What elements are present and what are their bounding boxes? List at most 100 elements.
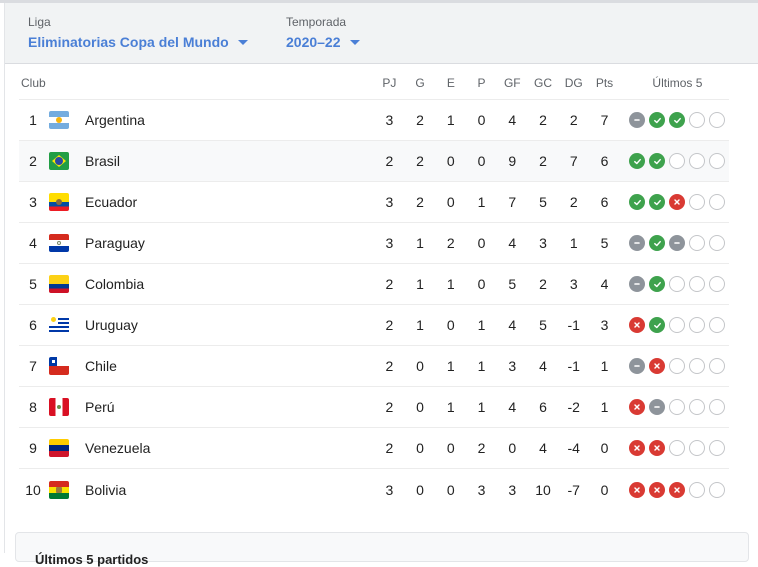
- table-row[interactable]: 1 Argentina 3 2 1 0 4 2 2 7: [19, 100, 729, 141]
- cell-gc: 5: [539, 194, 547, 210]
- cell-dg: 7: [569, 153, 578, 169]
- cell-g: 0: [416, 399, 424, 415]
- x-circle-icon[interactable]: [649, 358, 666, 374]
- club-name[interactable]: Ecuador: [85, 194, 138, 210]
- cell-dg: 2: [569, 194, 578, 210]
- cell-pts: 4: [600, 276, 609, 292]
- x-circle-icon[interactable]: [629, 317, 646, 333]
- cell-gf: 5: [508, 276, 517, 292]
- table-row[interactable]: 10 Bolivia 3 0 0 3 3 10 -7 0: [19, 469, 729, 510]
- league-dropdown[interactable]: Eliminatorias Copa del Mundo: [28, 34, 248, 50]
- cell-pj: 3: [385, 194, 394, 210]
- league-filter[interactable]: Liga Eliminatorias Copa del Mundo: [28, 15, 248, 50]
- table-row[interactable]: 3 Ecuador 3 2 0 1 7 5 2 6: [19, 182, 729, 223]
- club-name[interactable]: Bolivia: [85, 481, 127, 498]
- club-name[interactable]: Paraguay: [85, 235, 145, 251]
- minus-circle-icon[interactable]: [629, 235, 646, 251]
- club-cell: 5 Colombia: [19, 275, 374, 293]
- club-name[interactable]: Argentina: [85, 112, 145, 128]
- club-name[interactable]: Colombia: [85, 276, 145, 292]
- argentina-flag-icon: [49, 111, 69, 129]
- cell-pts: 0: [600, 440, 609, 456]
- club-name[interactable]: Uruguay: [85, 317, 138, 333]
- position: 9: [29, 440, 37, 456]
- check-circle-icon[interactable]: [649, 235, 666, 251]
- paraguay-flag-icon: [49, 234, 69, 252]
- x-circle-icon[interactable]: [669, 194, 686, 210]
- club-cell: 4 Paraguay: [19, 234, 374, 252]
- check-circle-icon[interactable]: [649, 276, 666, 292]
- cell-gf: 4: [508, 235, 517, 251]
- minus-circle-icon[interactable]: [649, 399, 666, 415]
- empty-circle-icon: [709, 235, 726, 251]
- header-p: P: [477, 75, 486, 90]
- season-dropdown-value: 2020–22: [286, 34, 341, 50]
- club-name[interactable]: Perú: [85, 399, 115, 415]
- club-cell: 6 Uruguay: [19, 316, 374, 334]
- table-row[interactable]: 2 Brasil 2 2 0 0 9 2 7 6: [19, 141, 729, 182]
- check-circle-icon[interactable]: [629, 153, 646, 169]
- table-row[interactable]: 5 Colombia 2 1 1 0 5 2 3 4: [19, 264, 729, 305]
- x-circle-icon[interactable]: [649, 481, 666, 498]
- x-circle-icon[interactable]: [669, 481, 686, 498]
- table-row[interactable]: 6 Uruguay 2 1 0 1 4 5 -1 3: [19, 305, 729, 346]
- check-circle-icon[interactable]: [669, 112, 686, 128]
- season-dropdown[interactable]: 2020–22: [286, 34, 360, 50]
- cell-g: 0: [416, 440, 424, 456]
- x-circle-icon[interactable]: [649, 440, 666, 456]
- header-g: G: [415, 75, 425, 90]
- x-circle-icon[interactable]: [629, 481, 646, 498]
- empty-circle-icon: [689, 112, 706, 128]
- club-name[interactable]: Venezuela: [85, 440, 151, 456]
- minus-circle-icon[interactable]: [669, 235, 686, 251]
- cell-p: 0: [477, 276, 486, 292]
- cell-pj: 3: [385, 112, 394, 128]
- cell-dg: -7: [567, 481, 580, 498]
- minus-circle-icon[interactable]: [629, 276, 646, 292]
- cell-e: 0: [446, 481, 455, 498]
- check-circle-icon[interactable]: [649, 194, 666, 210]
- ecuador-flag-icon: [49, 193, 69, 211]
- cell-e: 1: [446, 399, 455, 415]
- table-row[interactable]: 8 Perú 2 0 1 1 4 6 -2 1: [19, 387, 729, 428]
- club-name[interactable]: Brasil: [85, 153, 121, 169]
- check-circle-icon[interactable]: [649, 112, 666, 128]
- table-row[interactable]: 4 Paraguay 3 1 2 0 4 3 1 5: [19, 223, 729, 264]
- cell-pts: 5: [600, 235, 609, 251]
- cell-g: 0: [416, 481, 424, 498]
- cell-gc: 3: [539, 235, 547, 251]
- cell-p: 1: [477, 399, 486, 415]
- cell-dg: 1: [569, 235, 578, 251]
- season-filter[interactable]: Temporada 2020–22: [286, 15, 360, 50]
- check-circle-icon[interactable]: [649, 153, 666, 169]
- empty-circle-icon: [689, 153, 706, 169]
- cell-pj: 2: [385, 317, 394, 333]
- bolivia-flag-icon: [49, 480, 69, 499]
- cell-pj: 2: [385, 399, 394, 415]
- club-cell: 10 Bolivia: [19, 480, 374, 499]
- last-matches-section: Últimos 5 partidos: [15, 532, 749, 567]
- x-circle-icon[interactable]: [629, 440, 646, 456]
- peru-flag-icon: [49, 398, 69, 416]
- top-border: [0, 0, 758, 3]
- check-circle-icon[interactable]: [629, 194, 646, 210]
- cell-gc: 10: [535, 481, 551, 498]
- standings-table: Club PJ G E P GF GC DG Pts Últimos 5 1 Ar…: [5, 66, 729, 510]
- table-header: Club PJ G E P GF GC DG Pts Últimos 5: [19, 66, 729, 100]
- club-name[interactable]: Chile: [85, 358, 117, 374]
- minus-circle-icon[interactable]: [629, 358, 646, 374]
- table-row[interactable]: 7 Chile 2 0 1 1 3 4 -1 1: [19, 346, 729, 387]
- position: 10: [25, 481, 41, 498]
- cell-e: 1: [446, 112, 455, 128]
- table-row[interactable]: 9 Venezuela 2 0 0 2 0 4 -4 0: [19, 428, 729, 469]
- check-circle-icon[interactable]: [649, 317, 666, 333]
- cell-e: 0: [446, 153, 455, 169]
- minus-circle-icon[interactable]: [629, 112, 646, 128]
- header-gc: GC: [534, 75, 553, 90]
- league-dropdown-value: Eliminatorias Copa del Mundo: [28, 34, 229, 50]
- empty-circle-icon: [709, 317, 726, 333]
- last5-cell: [620, 153, 729, 169]
- cell-p: 1: [477, 317, 486, 333]
- empty-circle-icon: [709, 276, 726, 292]
- x-circle-icon[interactable]: [629, 399, 646, 415]
